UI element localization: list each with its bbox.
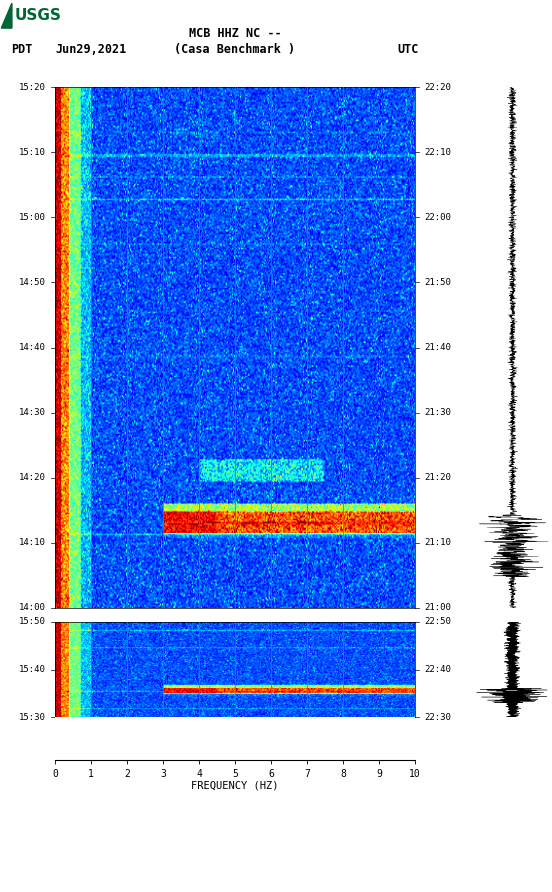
Text: 15:40: 15:40 <box>19 665 46 674</box>
Text: 14:50: 14:50 <box>19 278 46 287</box>
Text: 21:30: 21:30 <box>424 409 451 417</box>
Text: 22:30: 22:30 <box>424 713 451 722</box>
Text: 15:30: 15:30 <box>19 713 46 722</box>
Polygon shape <box>1 3 12 29</box>
Text: 21:40: 21:40 <box>424 343 451 352</box>
Text: 15:50: 15:50 <box>19 617 46 626</box>
Text: 15:00: 15:00 <box>19 213 46 222</box>
Text: 22:50: 22:50 <box>424 617 451 626</box>
Text: 21:10: 21:10 <box>424 539 451 548</box>
X-axis label: FREQUENCY (HZ): FREQUENCY (HZ) <box>191 780 279 790</box>
Text: 14:20: 14:20 <box>19 474 46 483</box>
Text: MCB HHZ NC --: MCB HHZ NC -- <box>189 27 282 39</box>
Text: 15:10: 15:10 <box>19 147 46 157</box>
Text: 15:20: 15:20 <box>19 82 46 92</box>
Text: USGS: USGS <box>14 8 61 23</box>
Text: 22:20: 22:20 <box>424 82 451 92</box>
Text: 14:30: 14:30 <box>19 409 46 417</box>
Text: 21:20: 21:20 <box>424 474 451 483</box>
Text: 22:00: 22:00 <box>424 213 451 222</box>
Text: 14:00: 14:00 <box>19 604 46 613</box>
Text: 14:10: 14:10 <box>19 539 46 548</box>
Text: 21:50: 21:50 <box>424 278 451 287</box>
Text: 22:40: 22:40 <box>424 665 451 674</box>
Text: 21:00: 21:00 <box>424 604 451 613</box>
Text: Jun29,2021: Jun29,2021 <box>55 43 126 55</box>
Text: PDT: PDT <box>11 43 33 55</box>
Text: (Casa Benchmark ): (Casa Benchmark ) <box>174 43 295 55</box>
Text: 22:10: 22:10 <box>424 147 451 157</box>
Text: 14:40: 14:40 <box>19 343 46 352</box>
Text: UTC: UTC <box>397 43 419 55</box>
